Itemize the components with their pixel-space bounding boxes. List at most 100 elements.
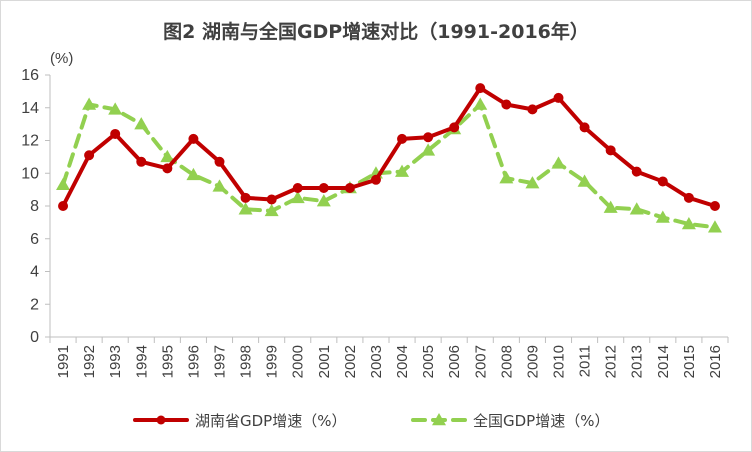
x-tick-label: 2008	[498, 345, 515, 378]
data-point	[290, 190, 305, 204]
y-tick-label: 2	[30, 296, 39, 313]
data-point	[501, 99, 512, 110]
x-tick-label: 2010	[551, 345, 568, 378]
data-point	[631, 166, 642, 177]
series-hunan	[58, 83, 720, 211]
data-point	[214, 156, 225, 167]
data-point	[370, 174, 381, 185]
data-point	[475, 83, 486, 94]
x-tick-label: 1991	[55, 345, 72, 378]
data-point	[238, 202, 253, 215]
data-point	[344, 182, 355, 193]
legend-item-hunan: 湖南省GDP增速（%）	[133, 412, 346, 430]
x-tick-label: 2001	[316, 345, 333, 378]
data-point	[110, 128, 121, 139]
y-tick-label: 6	[30, 231, 39, 248]
x-tick-label: 2007	[472, 345, 489, 378]
data-point	[316, 194, 331, 207]
series-layer	[56, 83, 722, 233]
x-tick-label: 2015	[681, 345, 698, 378]
x-tick-label: 2003	[368, 345, 385, 378]
x-tick-label: 2013	[629, 345, 646, 378]
data-point	[423, 132, 434, 143]
x-tick-label: 1992	[81, 345, 98, 378]
y-tick-label: 10	[21, 165, 39, 182]
x-tick-label: 2006	[446, 345, 463, 378]
x-tick-label: 1993	[107, 345, 124, 378]
data-point	[629, 202, 644, 215]
legend-item-national: 全国GDP增速（%）	[411, 412, 609, 430]
x-tick-label: 1995	[159, 345, 176, 378]
y-tick-label: 16	[21, 67, 39, 84]
data-point	[605, 145, 616, 156]
axes	[45, 74, 729, 343]
data-point	[551, 156, 566, 169]
x-tick-label: 1998	[238, 345, 255, 378]
data-point	[603, 200, 618, 213]
data-point	[707, 220, 722, 233]
series-line	[61, 86, 717, 208]
data-point	[657, 176, 668, 187]
x-tick-label: 1996	[185, 345, 202, 378]
data-point	[108, 102, 123, 115]
y-axis-unit-label: (%)	[50, 50, 73, 67]
legend-swatch-marker	[432, 413, 446, 426]
x-tick-label: 2011	[577, 345, 594, 377]
data-point	[395, 164, 410, 177]
data-point	[553, 92, 564, 103]
x-tick-label: 1997	[212, 345, 229, 378]
data-point	[499, 171, 514, 184]
series-national	[56, 97, 722, 233]
data-point	[56, 177, 71, 190]
y-axis-ticks: 0 2 4 6 8 10 12 14 16	[21, 67, 39, 346]
data-point	[683, 192, 694, 203]
data-point	[134, 117, 149, 130]
y-tick-label: 4	[30, 264, 39, 281]
data-point	[84, 150, 95, 161]
chart-title: 图2 湖南与全国GDP增速对比（1991-2016年）	[163, 20, 589, 43]
x-tick-label: 2016	[707, 345, 724, 378]
data-point	[264, 203, 279, 217]
data-point	[212, 179, 227, 192]
data-point	[579, 122, 590, 133]
data-point	[709, 201, 720, 211]
data-point	[655, 210, 670, 223]
data-point	[292, 182, 303, 193]
data-point	[525, 176, 540, 189]
data-point	[162, 163, 173, 174]
y-tick-label: 8	[30, 198, 39, 215]
data-point	[318, 182, 329, 193]
data-point	[473, 97, 488, 110]
data-point	[136, 156, 147, 167]
data-point	[577, 174, 592, 187]
y-tick-label: 12	[21, 133, 39, 150]
y-tick-label: 0	[30, 329, 39, 346]
data-point	[421, 143, 436, 156]
data-point	[58, 201, 69, 211]
legend-swatch-marker	[156, 415, 166, 425]
x-tick-label: 1994	[133, 345, 150, 378]
x-tick-label: 1999	[264, 345, 281, 378]
x-tick-label: 2004	[394, 345, 411, 378]
x-axis-ticks: 1991 1992 1993 1994 1995 1996 1997 1998 1999 2000…	[55, 345, 724, 378]
y-tick-label: 14	[21, 100, 39, 117]
x-tick-label: 2014	[655, 345, 672, 378]
legend-label: 湖南省GDP增速（%）	[195, 412, 346, 430]
data-point	[186, 167, 201, 181]
data-point	[82, 97, 97, 110]
x-tick-label: 2000	[290, 345, 307, 378]
data-point	[188, 133, 199, 144]
legend-label: 全国GDP增速（%）	[473, 412, 609, 430]
data-point	[681, 217, 696, 230]
x-tick-label: 2002	[342, 345, 359, 378]
data-point	[527, 104, 538, 115]
data-point	[397, 133, 408, 144]
data-point	[160, 149, 175, 163]
legend: 湖南省GDP增速（%） 全国GDP增速（%）	[133, 412, 609, 430]
data-point	[266, 194, 277, 205]
data-point	[240, 192, 251, 203]
x-tick-label: 2009	[524, 345, 541, 378]
